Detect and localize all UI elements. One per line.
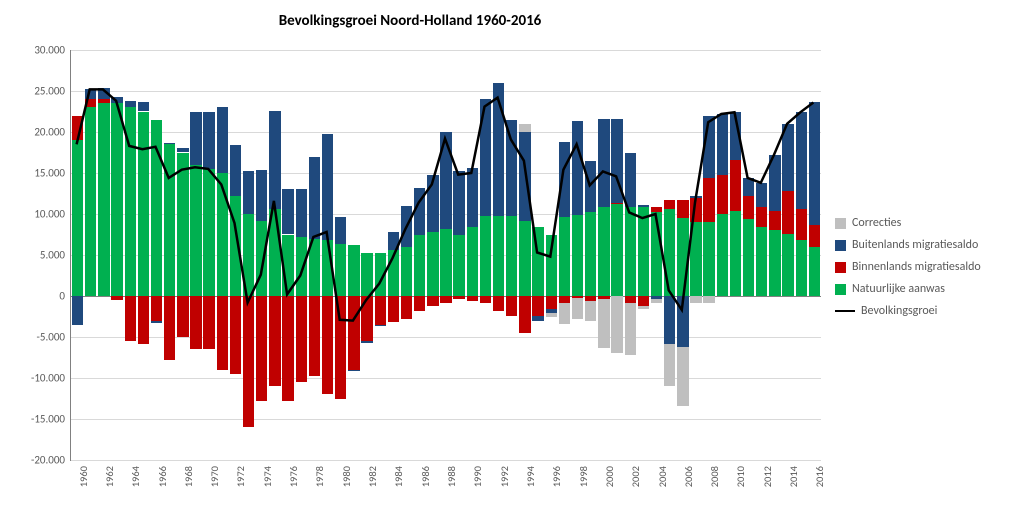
y-tick-label: 20.000 [15, 126, 65, 139]
x-tick-label: 1996 [550, 466, 563, 487]
legend-swatch [835, 240, 846, 251]
x-tick-label: 2008 [708, 466, 721, 487]
y-tick-label: -20.000 [15, 454, 65, 467]
legend-item-binnenlands: Binnenlands migratiesaldo [835, 258, 1015, 276]
legend-line-swatch [835, 310, 855, 312]
x-tick-label: 2014 [787, 466, 800, 487]
y-tick-label: 5.000 [15, 249, 65, 262]
legend-label: Correcties [852, 216, 901, 230]
x-tick-label: 1980 [340, 466, 353, 487]
y-tick-label: -5.000 [15, 331, 65, 344]
legend-swatch [835, 284, 846, 295]
x-tick-label: 2000 [603, 466, 616, 487]
y-tick-label: -15.000 [15, 413, 65, 426]
legend-label: Binnenlands migratiesaldo [852, 260, 981, 274]
y-tick-label: 30.000 [15, 44, 65, 57]
x-tick-label: 1970 [208, 466, 221, 487]
legend-label: Buitenlands migratiesaldo [852, 238, 978, 252]
x-tick-label: 2006 [682, 466, 695, 487]
y-tick-label: 0 [15, 290, 65, 303]
x-tick-label: 1976 [287, 466, 300, 487]
legend-item-natuurlijk: Natuurlijke aanwas [835, 280, 1015, 298]
x-tick-label: 2002 [629, 466, 642, 487]
y-tick-label: 25.000 [15, 85, 65, 98]
x-tick-label: 2010 [734, 466, 747, 487]
legend-label: Natuurlijke aanwas [852, 282, 945, 296]
legend-item-buitenlands: Buitenlands migratiesaldo [835, 236, 1015, 254]
x-tick-label: 1998 [577, 466, 590, 487]
x-tick-label: 1974 [261, 466, 274, 487]
x-tick-label: 1986 [419, 466, 432, 487]
y-tick-label: -10.000 [15, 372, 65, 385]
x-tick-label: 1978 [313, 466, 326, 487]
x-tick-label: 1962 [103, 466, 116, 487]
legend-swatch [835, 262, 846, 273]
legend-swatch [835, 218, 846, 229]
x-tick-label: 1988 [445, 466, 458, 487]
x-tick-label: 2004 [656, 466, 669, 487]
x-tick-label: 1984 [392, 466, 405, 487]
y-tick-label: 10.000 [15, 208, 65, 221]
x-tick-label: 1960 [77, 466, 90, 487]
x-tick-label: 1964 [129, 466, 142, 487]
legend-item-correcties: Correcties [835, 214, 1015, 232]
bevolkingsgroei-line [77, 89, 814, 320]
x-tick-label: 1968 [182, 466, 195, 487]
x-tick-label: 2016 [813, 466, 826, 487]
x-tick-label: 1990 [471, 466, 484, 487]
x-tick-label: 1994 [524, 466, 537, 487]
x-tick-label: 2012 [761, 466, 774, 487]
legend-item-bevolkingsgroei: Bevolkingsgroei [835, 302, 1015, 320]
legend-label: Bevolkingsgroei [861, 304, 937, 318]
y-tick-label: 15.000 [15, 167, 65, 180]
x-tick-label: 1972 [234, 466, 247, 487]
x-tick-label: 1992 [498, 466, 511, 487]
x-tick-label: 1982 [366, 466, 379, 487]
x-tick-label: 1966 [156, 466, 169, 487]
legend: Correcties Buitenlands migratiesaldo Binne… [835, 210, 1015, 324]
